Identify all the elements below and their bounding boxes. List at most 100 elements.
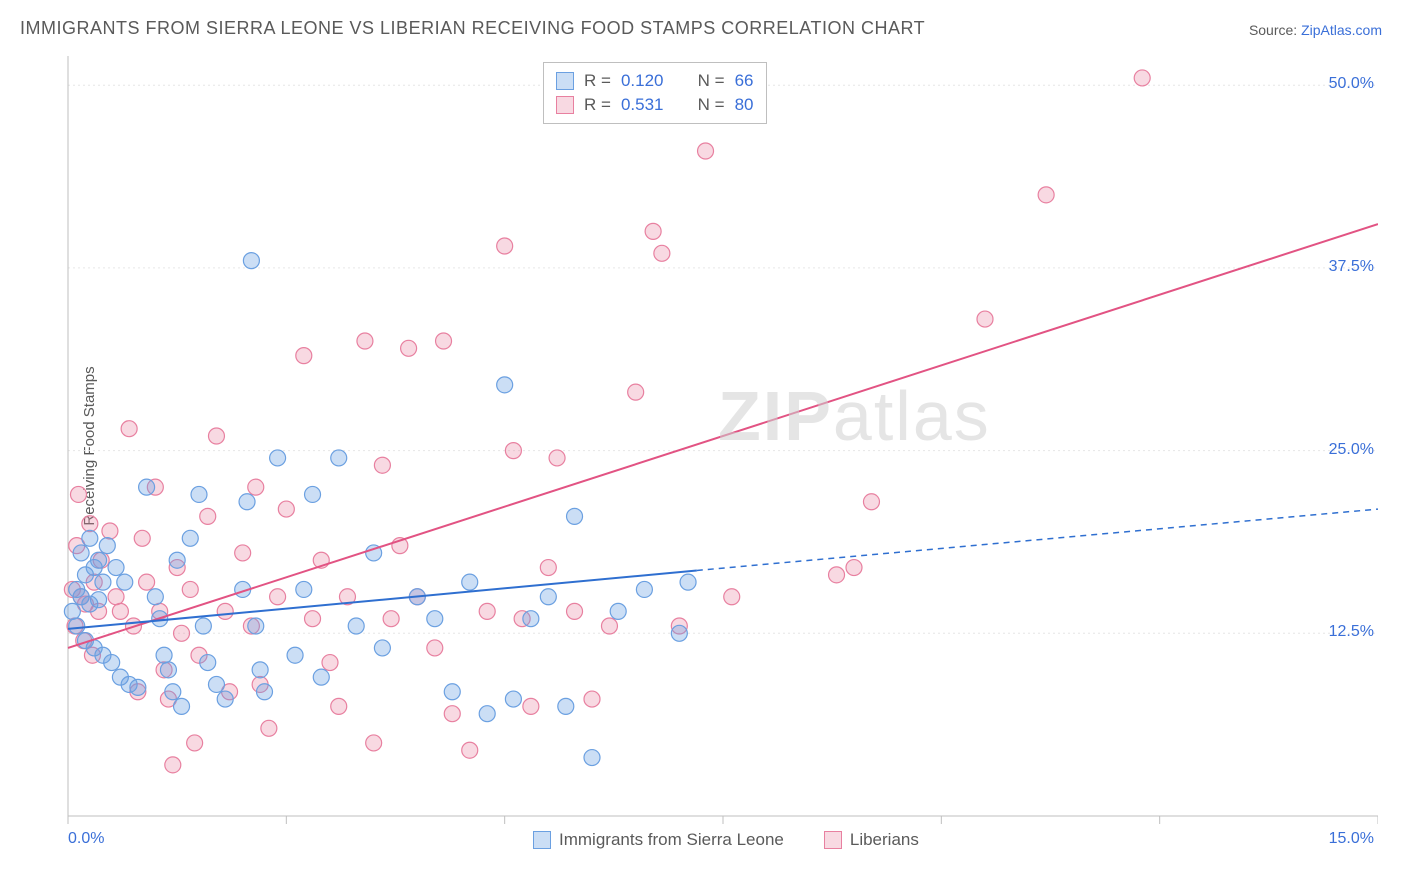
x-tick-label: 0.0% [68, 830, 104, 848]
scatter-point [261, 720, 277, 736]
scatter-point [200, 655, 216, 671]
scatter-point [82, 516, 98, 532]
scatter-point [567, 508, 583, 524]
scatter-point [270, 450, 286, 466]
scatter-point [139, 479, 155, 495]
scatter-point [134, 530, 150, 546]
x-tick-label: 15.0% [1329, 830, 1374, 848]
scatter-point [156, 647, 172, 663]
scatter-point [217, 603, 233, 619]
scatter-point [108, 589, 124, 605]
scatter-point [348, 618, 364, 634]
scatter-point [331, 450, 347, 466]
scatter-point [645, 223, 661, 239]
scatter-point [444, 684, 460, 700]
scatter-point [427, 640, 443, 656]
scatter-point [366, 735, 382, 751]
r-value: 0.531 [621, 95, 664, 115]
scatter-point [296, 348, 312, 364]
scatter-point [191, 486, 207, 502]
r-value: 0.120 [621, 71, 664, 91]
trend-line-sierra-leone-dash [697, 509, 1378, 570]
scatter-point [160, 662, 176, 678]
scatter-point [540, 560, 556, 576]
scatter-point [1038, 187, 1054, 203]
y-tick-label: 50.0% [1329, 75, 1374, 93]
scatter-point [374, 640, 390, 656]
scatter-point [497, 238, 513, 254]
scatter-point [567, 603, 583, 619]
series-name: Immigrants from Sierra Leone [559, 830, 784, 850]
n-label: N = [698, 95, 725, 115]
series-legend: Immigrants from Sierra Leone Liberians [533, 830, 919, 850]
legend-swatch [556, 96, 574, 114]
scatter-point [610, 603, 626, 619]
scatter-point [243, 253, 259, 269]
source-value: ZipAtlas.com [1301, 22, 1382, 38]
scatter-point [117, 574, 133, 590]
scatter-point [479, 706, 495, 722]
stats-legend: R = 0.120 N = 66R = 0.531 N = 80 [543, 62, 767, 124]
scatter-point [235, 545, 251, 561]
scatter-point [208, 676, 224, 692]
scatter-point [169, 552, 185, 568]
scatter-point [863, 494, 879, 510]
chart-title: IMMIGRANTS FROM SIERRA LEONE VS LIBERIAN… [20, 18, 925, 39]
n-label: N = [698, 71, 725, 91]
scatter-point [383, 611, 399, 627]
chart-area: ZIPatlas R = 0.120 N = 66R = 0.531 N = 8… [48, 56, 1378, 816]
series-legend-item: Liberians [824, 830, 919, 850]
scatter-point [195, 618, 211, 634]
scatter-point [829, 567, 845, 583]
scatter-point [69, 618, 85, 634]
scatter-point [104, 655, 120, 671]
scatter-chart [48, 56, 1378, 856]
scatter-point [165, 757, 181, 773]
scatter-point [130, 679, 146, 695]
source-attribution: Source: ZipAtlas.com [1249, 22, 1382, 38]
scatter-point [436, 333, 452, 349]
legend-swatch [556, 72, 574, 90]
scatter-point [147, 589, 163, 605]
scatter-point [523, 611, 539, 627]
scatter-point [270, 589, 286, 605]
scatter-point [636, 581, 652, 597]
scatter-point [724, 589, 740, 605]
scatter-point [174, 625, 190, 641]
scatter-point [248, 479, 264, 495]
scatter-point [444, 706, 460, 722]
scatter-point [217, 691, 233, 707]
scatter-point [427, 611, 443, 627]
scatter-point [108, 560, 124, 576]
scatter-point [671, 625, 687, 641]
stats-legend-row: R = 0.531 N = 80 [556, 93, 754, 117]
scatter-point [313, 669, 329, 685]
scatter-point [165, 684, 181, 700]
scatter-point [305, 611, 321, 627]
n-value: 66 [735, 71, 754, 91]
scatter-point [462, 742, 478, 758]
scatter-point [558, 698, 574, 714]
series-name: Liberians [850, 830, 919, 850]
source-label: Source: [1249, 22, 1297, 38]
scatter-point [654, 245, 670, 261]
r-label: R = [584, 71, 611, 91]
scatter-point [1134, 70, 1150, 86]
scatter-point [584, 750, 600, 766]
scatter-point [187, 735, 203, 751]
y-tick-label: 25.0% [1329, 441, 1374, 459]
scatter-point [977, 311, 993, 327]
scatter-point [305, 486, 321, 502]
scatter-point [95, 574, 111, 590]
scatter-point [505, 691, 521, 707]
scatter-point [70, 486, 86, 502]
scatter-point [523, 698, 539, 714]
scatter-point [601, 618, 617, 634]
scatter-point [540, 589, 556, 605]
scatter-point [139, 574, 155, 590]
y-tick-label: 37.5% [1329, 258, 1374, 276]
scatter-point [82, 530, 98, 546]
scatter-point [174, 698, 190, 714]
scatter-point [208, 428, 224, 444]
scatter-point [257, 684, 273, 700]
